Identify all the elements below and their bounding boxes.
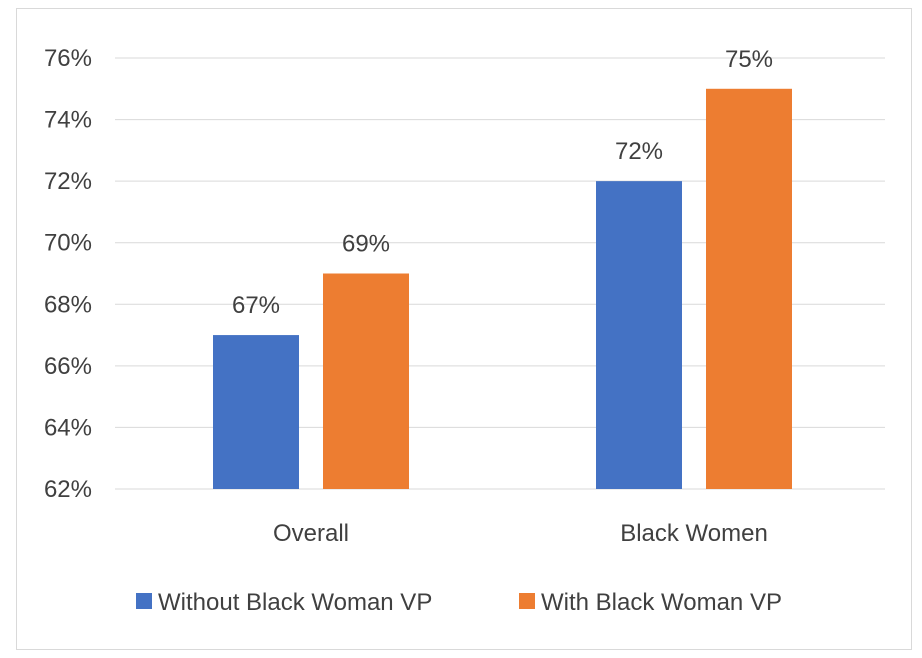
y-tick-label: 64% xyxy=(44,414,92,441)
data-labels: 67% 69% 72% 75% xyxy=(232,46,773,319)
bars xyxy=(213,89,792,489)
data-label: 69% xyxy=(342,231,390,258)
y-tick-label: 72% xyxy=(44,168,92,195)
y-tick-label: 70% xyxy=(44,230,92,257)
x-category-label: Overall xyxy=(273,520,349,547)
data-label: 67% xyxy=(232,292,280,319)
legend-label: Without Black Woman VP xyxy=(158,589,432,616)
y-axis-ticks: 62% 64% 66% 68% 70% 72% 74% 76% xyxy=(44,45,92,503)
legend-label: With Black Woman VP xyxy=(541,589,782,616)
y-tick-label: 68% xyxy=(44,291,92,318)
y-tick-label: 62% xyxy=(44,476,92,503)
y-tick-label: 74% xyxy=(44,107,92,134)
bar-without-1 xyxy=(596,181,682,489)
data-label: 75% xyxy=(725,46,773,73)
x-category-label: Black Women xyxy=(620,520,768,547)
legend-swatch xyxy=(136,593,152,609)
y-tick-label: 66% xyxy=(44,353,92,380)
bar-with-1 xyxy=(706,89,792,489)
legend-swatch xyxy=(519,593,535,609)
data-label: 72% xyxy=(615,138,663,165)
y-tick-label: 76% xyxy=(44,45,92,72)
legend: Without Black Woman VP With Black Woman V… xyxy=(136,589,782,616)
bar-with-0 xyxy=(323,274,409,490)
bar-without-0 xyxy=(213,335,299,489)
x-axis-categories: Overall Black Women xyxy=(273,520,768,547)
